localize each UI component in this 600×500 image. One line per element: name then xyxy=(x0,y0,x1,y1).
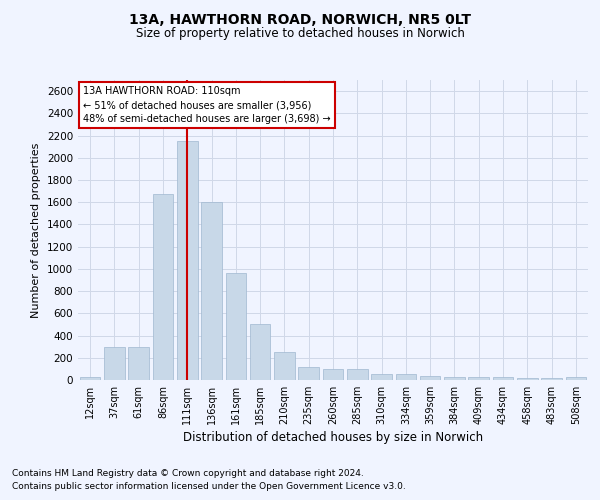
Text: 13A HAWTHORN ROAD: 110sqm
← 51% of detached houses are smaller (3,956)
48% of se: 13A HAWTHORN ROAD: 110sqm ← 51% of detac… xyxy=(83,86,331,124)
Bar xyxy=(128,346,149,380)
Bar xyxy=(177,141,197,380)
Bar xyxy=(420,376,440,380)
Bar xyxy=(152,194,173,380)
Bar xyxy=(347,369,368,380)
Bar xyxy=(541,378,562,380)
Bar xyxy=(469,377,489,380)
Bar xyxy=(323,369,343,380)
Bar xyxy=(274,352,295,380)
Bar xyxy=(566,377,586,380)
X-axis label: Distribution of detached houses by size in Norwich: Distribution of detached houses by size … xyxy=(183,431,483,444)
Bar xyxy=(298,366,319,380)
Bar xyxy=(104,346,125,380)
Bar xyxy=(493,377,514,380)
Bar xyxy=(201,202,222,380)
Bar xyxy=(80,377,100,380)
Bar xyxy=(250,324,271,380)
Bar xyxy=(226,274,246,380)
Bar xyxy=(395,374,416,380)
Bar xyxy=(444,377,465,380)
Bar xyxy=(371,374,392,380)
Bar xyxy=(517,378,538,380)
Text: 13A, HAWTHORN ROAD, NORWICH, NR5 0LT: 13A, HAWTHORN ROAD, NORWICH, NR5 0LT xyxy=(129,12,471,26)
Text: Size of property relative to detached houses in Norwich: Size of property relative to detached ho… xyxy=(136,28,464,40)
Text: Contains public sector information licensed under the Open Government Licence v3: Contains public sector information licen… xyxy=(12,482,406,491)
Text: Contains HM Land Registry data © Crown copyright and database right 2024.: Contains HM Land Registry data © Crown c… xyxy=(12,468,364,477)
Y-axis label: Number of detached properties: Number of detached properties xyxy=(31,142,41,318)
